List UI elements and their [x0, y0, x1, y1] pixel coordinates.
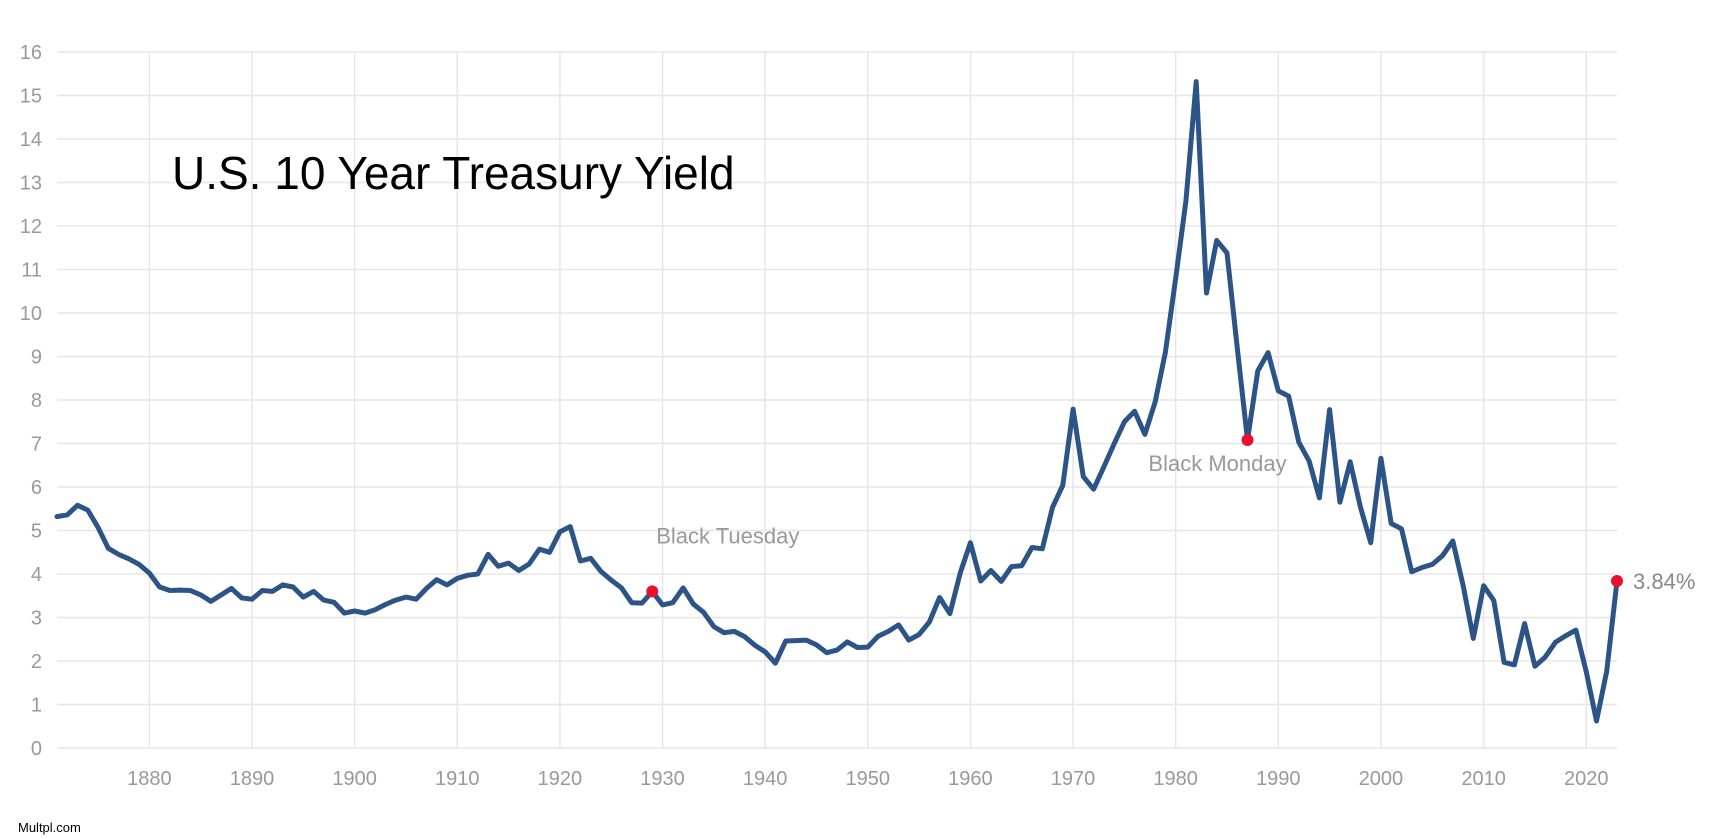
y-tick-label: 5	[31, 521, 42, 543]
y-tick-label: 9	[31, 347, 42, 369]
x-tick-label: 1990	[1256, 768, 1301, 790]
y-tick-label: 16	[20, 42, 42, 64]
y-tick-label: 14	[20, 129, 42, 151]
x-tick-label: 2010	[1461, 768, 1506, 790]
last-value-marker	[1611, 574, 1623, 587]
x-tick-label: 1880	[127, 768, 172, 790]
y-tick-label: 8	[31, 390, 42, 412]
x-tick-label: 1950	[846, 768, 891, 790]
last-value-label: 3.84%	[1633, 569, 1695, 594]
x-tick-label: 2000	[1359, 768, 1404, 790]
chart-title: U.S. 10 Year Treasury Yield	[172, 147, 735, 199]
y-tick-label: 7	[31, 434, 42, 456]
series-line-layer	[54, 79, 1620, 724]
y-tick-label: 6	[31, 477, 42, 499]
x-tick-label: 1890	[230, 768, 275, 790]
y-tick-label: 12	[20, 216, 42, 238]
y-tick-label: 10	[20, 303, 42, 325]
black-monday-label: Black Monday	[1148, 451, 1286, 476]
x-tick-label: 1980	[1153, 768, 1198, 790]
y-tick-label: 4	[31, 564, 42, 586]
series-line	[54, 79, 1620, 724]
x-tick-label: 1910	[435, 768, 480, 790]
y-tick-label: 15	[20, 86, 42, 108]
black-tuesday-marker	[646, 585, 659, 598]
y-tick-label: 1	[31, 695, 42, 717]
x-tick-label: 1930	[640, 768, 685, 790]
x-tick-label: 1920	[538, 768, 583, 790]
x-tick-label: 2020	[1564, 768, 1609, 790]
y-tick-label: 0	[31, 738, 42, 760]
y-tick-label: 3	[31, 608, 42, 630]
x-tick-label: 1970	[1051, 768, 1096, 790]
y-tick-label: 11	[21, 260, 42, 282]
x-tick-label: 1940	[743, 768, 788, 790]
black-tuesday-label: Black Tuesday	[656, 523, 799, 548]
x-axis-labels: 1880 1890 1900 1910 1920 1930 1940 1950 1960 1970…	[127, 768, 1608, 790]
y-tick-label: 2	[31, 651, 42, 673]
x-tick-label: 1900	[332, 768, 377, 790]
grid-lines	[57, 51, 1617, 749]
annotation-markers: Black Tuesday Black Monday 3.84%	[646, 434, 1695, 598]
y-tick-label: 13	[20, 173, 42, 195]
source-label: Multpl.com	[18, 820, 81, 835]
x-tick-label: 1960	[948, 768, 993, 790]
black-monday-marker	[1241, 434, 1254, 447]
